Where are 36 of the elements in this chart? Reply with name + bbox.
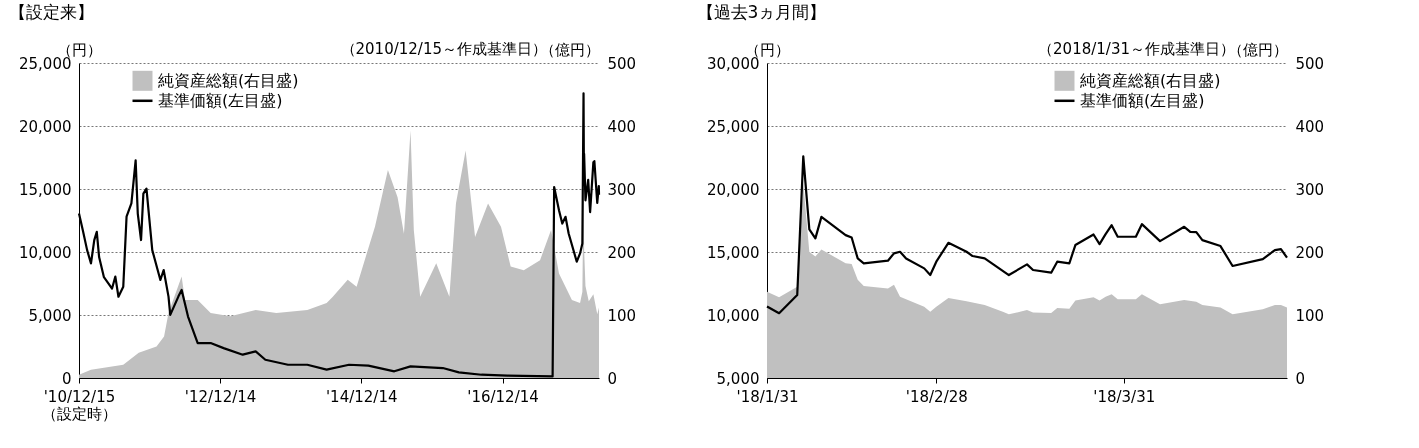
x-tick-label: '10/12/15 （設定時）	[42, 387, 117, 423]
y2-tick-label: 200	[607, 243, 637, 262]
x-tick-label: '16/12/14	[467, 387, 539, 406]
x-tick-label: '12/12/14	[184, 387, 257, 406]
y2-tick-label: 200	[1295, 243, 1325, 262]
y-tick-label: 10,000	[707, 306, 760, 325]
y-tick-label: 5,000	[28, 306, 72, 325]
y-tick-label: 10,000	[19, 243, 72, 262]
y-tick-label: 15,000	[707, 243, 760, 262]
chart-title: 【過去3ヵ月間】	[696, 2, 827, 22]
x-tick-label: '18/1/31	[736, 387, 799, 406]
legend-label: 純資産総額(右目盛)	[158, 70, 299, 90]
y2-tick-label: 400	[607, 117, 637, 136]
x-tick-label: '14/12/14	[325, 387, 398, 406]
chart-title: 【設定来】	[8, 2, 94, 22]
y2-tick-label: 0	[607, 369, 618, 388]
legend-label: 純資産総額(右目盛)	[1080, 70, 1221, 90]
y-tick-label: 20,000	[707, 180, 760, 199]
y-tick-label: 20,000	[19, 117, 72, 136]
y2-tick-label: 400	[1295, 117, 1325, 136]
y2-tick-label: 100	[1295, 306, 1325, 325]
y-tick-label: 0	[61, 369, 72, 388]
line-series	[765, 155, 1289, 315]
y-tick-label: 25,000	[707, 117, 760, 136]
y2-tick-label: 500	[607, 54, 637, 73]
legend-label: 基準価額(左目盛)	[158, 90, 283, 110]
y-tick-label: 5,000	[716, 369, 760, 388]
y2-tick-label: 300	[1295, 180, 1325, 199]
y2-tick-label: 500	[1295, 54, 1325, 73]
y2-tick-label: 100	[607, 306, 637, 325]
y2-tick-label: 300	[607, 180, 637, 199]
y-tick-label: 15,000	[19, 180, 72, 199]
y2-tick-label: 0	[1295, 369, 1306, 388]
x-tick-label: '18/2/28	[905, 387, 968, 406]
x-tick-label: '18/3/31	[1093, 387, 1156, 406]
legend-label: 基準価額(左目盛)	[1080, 90, 1205, 110]
